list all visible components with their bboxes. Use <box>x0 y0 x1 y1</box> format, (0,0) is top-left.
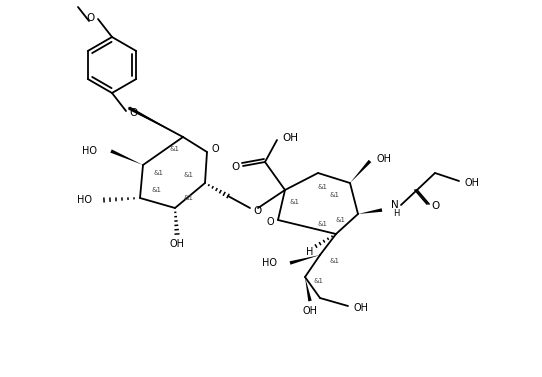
Text: H: H <box>393 210 399 219</box>
Text: &1: &1 <box>317 221 327 227</box>
Text: &1: &1 <box>184 172 194 178</box>
Text: &1: &1 <box>153 170 163 176</box>
Text: HO: HO <box>262 258 277 268</box>
Text: &1: &1 <box>290 199 300 205</box>
Text: HO: HO <box>82 146 97 156</box>
Polygon shape <box>350 160 371 183</box>
Text: OH: OH <box>377 154 391 164</box>
Text: &1: &1 <box>151 187 161 193</box>
Text: OH: OH <box>282 133 298 143</box>
Text: &1: &1 <box>184 195 194 201</box>
Text: O: O <box>211 144 219 154</box>
Text: O: O <box>266 217 274 227</box>
Text: HO: HO <box>77 195 92 205</box>
Polygon shape <box>128 106 183 137</box>
Text: &1: &1 <box>335 217 345 223</box>
Text: H: H <box>306 247 314 257</box>
Text: OH: OH <box>302 306 318 316</box>
Text: O: O <box>232 162 240 172</box>
Text: &1: &1 <box>329 258 339 264</box>
Text: &1: &1 <box>170 146 180 152</box>
Polygon shape <box>358 208 382 214</box>
Text: O: O <box>432 201 440 211</box>
Text: O: O <box>87 13 95 23</box>
Text: &1: &1 <box>317 184 327 190</box>
Text: OH: OH <box>464 178 480 188</box>
Text: &1: &1 <box>314 278 324 284</box>
Polygon shape <box>111 149 143 165</box>
Text: O: O <box>129 108 137 118</box>
Text: N: N <box>391 200 399 210</box>
Text: OH: OH <box>170 239 184 249</box>
Polygon shape <box>289 255 320 265</box>
Polygon shape <box>305 277 312 301</box>
Text: &1: &1 <box>329 192 339 198</box>
Text: OH: OH <box>353 303 369 313</box>
Text: O: O <box>253 206 261 216</box>
